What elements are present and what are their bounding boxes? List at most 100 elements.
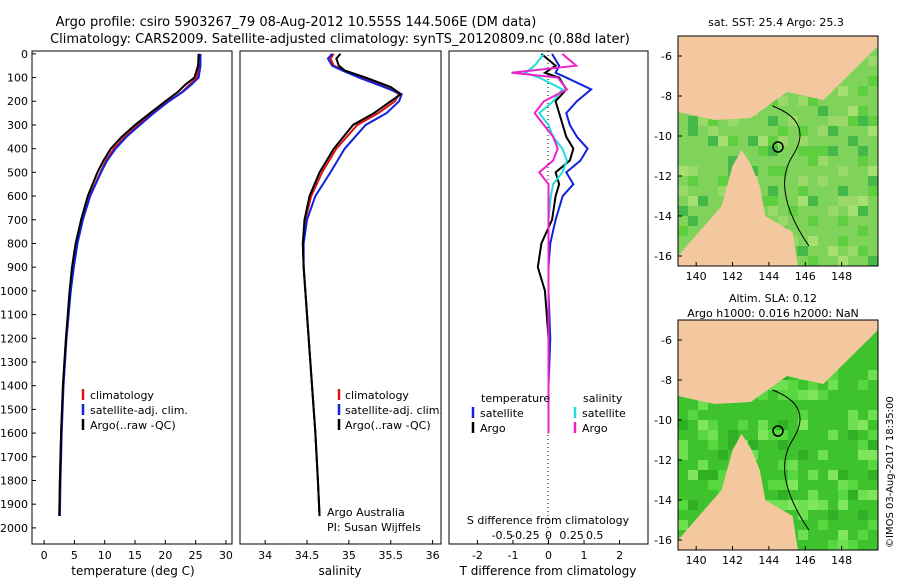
map-cell xyxy=(848,420,858,430)
map-cell xyxy=(798,530,808,540)
salinity-xlabel: salinity xyxy=(318,564,361,578)
map-cell xyxy=(828,470,838,480)
contour-line xyxy=(772,105,810,247)
s-tick-label: -0.25 xyxy=(511,529,539,542)
s-diff-label: S difference from climatology xyxy=(467,514,630,527)
credit-text: ©IMOS 03-Aug-2017 18:35:00 xyxy=(885,396,896,548)
x-tick-label: 25 xyxy=(189,549,203,562)
map-cell xyxy=(838,480,848,490)
map-cell xyxy=(798,410,808,420)
map-cell xyxy=(768,136,778,146)
map-y-tick-label: -8 xyxy=(661,90,672,103)
map-cell xyxy=(798,186,808,196)
map-cell xyxy=(798,196,808,206)
map-cell xyxy=(768,166,778,176)
map-cell xyxy=(868,520,878,530)
map-cell xyxy=(748,440,758,450)
diff-series-line xyxy=(547,53,593,434)
map-cell xyxy=(788,470,798,480)
map-cell xyxy=(688,166,698,176)
map-cell xyxy=(698,116,708,126)
difference-panel: -2 -1 0 1 2 -0.5-0.25 0 0.25 0.5 S difference fr… xyxy=(448,50,649,578)
map-y-tick-label: -10 xyxy=(654,130,672,143)
map-y-tick-label: -12 xyxy=(654,170,672,183)
map-cell xyxy=(698,470,708,480)
map-cell xyxy=(738,420,748,430)
map-cell xyxy=(828,206,838,216)
sal-series-line xyxy=(301,53,401,517)
legend-label: salinity xyxy=(583,392,623,405)
map-cell xyxy=(688,500,698,510)
map-y-tick-label: -10 xyxy=(654,414,672,427)
x-tick-label: 20 xyxy=(158,549,172,562)
sal-series-line xyxy=(302,53,403,517)
map-frame xyxy=(677,35,879,267)
temperature-panel: 0100200300400500600700800900100011001200… xyxy=(0,48,233,578)
map-cell xyxy=(858,86,868,96)
map-cell xyxy=(798,500,808,510)
y-tick-label: 1400 xyxy=(0,380,28,393)
map-cell xyxy=(728,116,738,126)
map-cell xyxy=(708,470,718,480)
y-tick-label: 1900 xyxy=(0,498,28,511)
temp-series-line xyxy=(58,53,200,517)
map-cell xyxy=(858,246,868,256)
y-tick-label: 2000 xyxy=(0,522,28,535)
temp-series-line xyxy=(58,53,201,517)
map-y-tick-label: -6 xyxy=(661,50,672,63)
map-cell xyxy=(858,380,868,390)
map-x-tick-label: 144 xyxy=(758,554,779,567)
x-tick-label: 2 xyxy=(616,549,623,562)
map-cell xyxy=(808,380,818,390)
x-tick-label: 1 xyxy=(581,549,588,562)
map-cell xyxy=(848,136,858,146)
map-cell xyxy=(778,216,788,226)
temperature-axes xyxy=(31,50,233,545)
map-y-tick-label: -14 xyxy=(654,210,672,223)
map-cell xyxy=(808,490,818,500)
map-cell xyxy=(778,136,788,146)
map-y-tick-label: -8 xyxy=(661,374,672,387)
map-cell xyxy=(848,540,858,550)
x-tick-label: 15 xyxy=(128,549,142,562)
annotation-line-2: PI: Susan Wijffels xyxy=(327,521,421,534)
map-cell xyxy=(708,126,718,136)
map-cell xyxy=(688,216,698,226)
title-line-2: Climatology: CARS2009. Satellite-adjuste… xyxy=(50,32,630,47)
map-cell xyxy=(858,440,868,450)
map-cell xyxy=(848,206,858,216)
legend-label: satellite xyxy=(582,407,626,420)
map-cell xyxy=(788,460,798,470)
sst-map-panel: sat. SST: 25.4 Argo: 25.3 140 142 144 146 14… xyxy=(654,16,879,283)
map-cell xyxy=(778,126,788,136)
map-cell xyxy=(788,380,798,390)
map-x-tick-label: 148 xyxy=(831,554,852,567)
map-cell xyxy=(768,116,778,126)
new-guinea-land xyxy=(678,36,878,120)
y-tick-label: 1200 xyxy=(0,332,28,345)
x-tick-label: 34 xyxy=(258,549,272,562)
map-cell xyxy=(838,86,848,96)
map-cell xyxy=(778,430,788,440)
map-cell xyxy=(788,116,798,126)
map-cell xyxy=(768,146,778,156)
map-cell xyxy=(808,146,818,156)
y-tick-label: 200 xyxy=(7,95,28,108)
map-cell xyxy=(838,216,848,226)
map-cell xyxy=(868,440,878,450)
map-x-tick-label: 142 xyxy=(722,554,743,567)
map-x-tick-label: 146 xyxy=(795,554,816,567)
map-cell xyxy=(818,500,828,510)
map-cell xyxy=(718,450,728,460)
map-cell xyxy=(778,490,788,500)
map-cell xyxy=(778,500,788,510)
map-cell xyxy=(848,246,858,256)
s-tick-label: 0.5 xyxy=(586,529,604,542)
map-cell xyxy=(788,500,798,510)
map-cell xyxy=(858,106,868,116)
map-cell xyxy=(708,116,718,126)
map-cell xyxy=(818,106,828,116)
map-cell xyxy=(728,136,738,146)
y-tick-label: 500 xyxy=(7,166,28,179)
map-cell xyxy=(718,186,728,196)
